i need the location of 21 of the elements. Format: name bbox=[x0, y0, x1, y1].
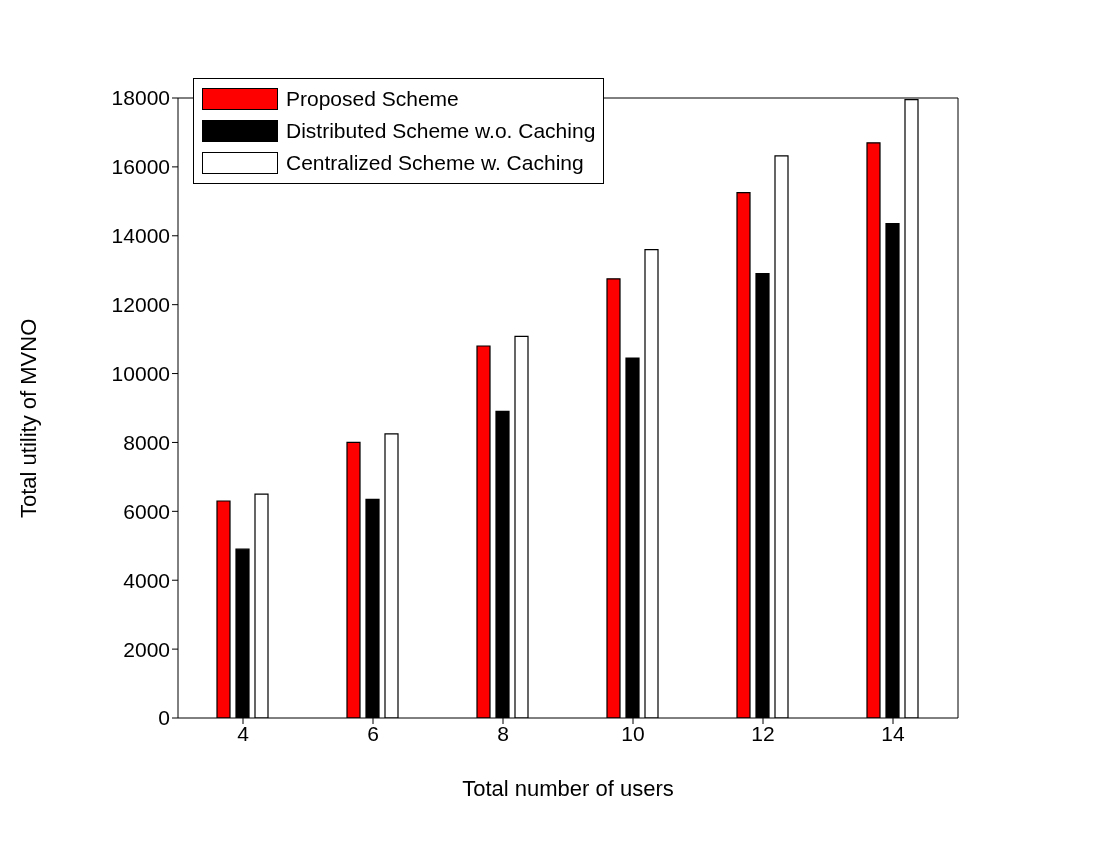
x-axis-title: Total number of users bbox=[462, 776, 674, 801]
y-tick-label: 14000 bbox=[111, 224, 170, 248]
y-tick-label: 16000 bbox=[111, 155, 170, 179]
y-tick-label: 8000 bbox=[123, 430, 170, 454]
y-tick-label: 0 bbox=[158, 706, 170, 730]
x-tick-label: 6 bbox=[367, 721, 379, 745]
y-tick-label: 6000 bbox=[123, 499, 170, 523]
y-axis-title: Total utility of MVNO bbox=[15, 318, 41, 518]
x-tick-label: 4 bbox=[237, 721, 250, 745]
x-tick-label: 12 bbox=[751, 721, 775, 745]
x-tick-label: 8 bbox=[497, 721, 509, 745]
x-tick-label: 14 bbox=[881, 721, 905, 745]
y-tick-label: 12000 bbox=[111, 293, 170, 317]
legend-label: Proposed Scheme bbox=[286, 87, 459, 111]
y-tick-label: 2000 bbox=[123, 637, 170, 661]
y-tick-label: 4000 bbox=[123, 568, 170, 592]
x-tick-label: 10 bbox=[621, 721, 645, 745]
legend-label: Distributed Scheme w.o. Caching bbox=[286, 119, 596, 143]
y-tick-label: 18000 bbox=[111, 86, 170, 110]
legend-label: Centralized Scheme w. Caching bbox=[286, 151, 584, 175]
y-tick-label: 10000 bbox=[111, 362, 170, 386]
